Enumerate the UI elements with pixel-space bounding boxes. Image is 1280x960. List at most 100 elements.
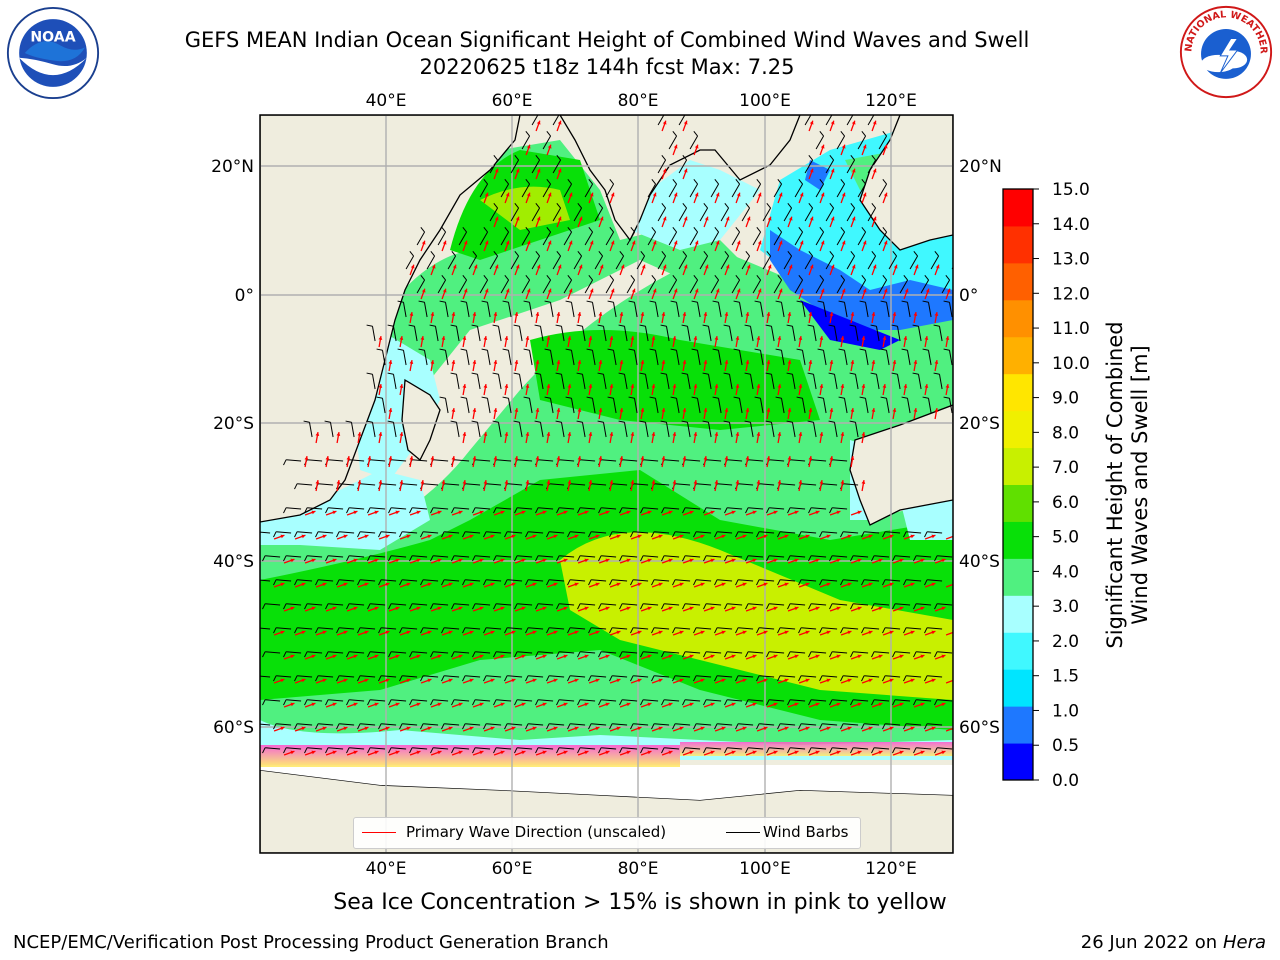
wave-arrow-head [640,408,645,412]
wind-barb-staff [444,350,449,366]
wave-arrow-head [290,654,295,659]
wind-barb-flag [882,675,886,682]
wave-arrow-head [829,312,834,316]
wind-barb-staff [444,302,449,318]
wind-barb-flag [702,324,709,327]
wind-barb-staff [465,302,470,318]
wind-barb-staff [825,207,835,222]
wind-barb-staff [769,603,785,606]
wave-arrow-head [609,432,614,436]
wind-barb-staff [423,302,428,318]
wind-barb-staff [654,483,670,486]
wind-barb-flag [283,651,287,658]
wind-barb-flag [651,531,655,538]
wind-barb-flag [765,372,772,375]
wind-barb-flag [598,651,602,658]
wind-barb-staff [738,531,754,534]
wave-arrow-head [479,606,484,611]
wind-barb-staff [643,603,659,606]
colorbar-tick-label: 4.0 [1052,562,1079,582]
wind-barb-staff [636,255,646,270]
wave-arrow-head [924,384,929,388]
wave-arrow-head [630,336,635,340]
wind-barb-flag [943,396,950,399]
wind-barb-flag [556,555,560,562]
wind-barb-staff [822,302,827,318]
wave-arrow-head [525,480,530,484]
wave-arrow-head [662,120,667,125]
wave-arrow-head [745,360,750,364]
wave-arrow-head [745,312,750,316]
wave-arrow-head [766,312,771,316]
wind-barb-staff [528,350,533,366]
wave-arrow-head [448,582,453,587]
wave-arrow-head [490,726,495,731]
wind-barb-flag [378,579,382,586]
wind-barb-staff [668,279,678,294]
wind-barb-flag [325,651,329,658]
wind-barb-staff [759,627,775,630]
wind-barb-staff [843,483,859,486]
wave-arrow-head [630,480,635,484]
wave-arrow-head [868,630,873,635]
wind-barb-staff [720,255,730,270]
wind-barb-flag [493,155,498,161]
wind-barb-flag [388,747,392,754]
wind-barb-staff [307,747,323,750]
wind-barb-staff [773,279,783,294]
wave-arrow-head [547,192,552,197]
wind-barb-staff [413,326,418,342]
wind-barb-staff [605,231,615,246]
wind-barb-flag [786,324,793,327]
wind-barb-flag [934,651,938,658]
wind-barb-flag [735,723,739,730]
wind-barb-staff [497,422,502,438]
wind-barb-flag [609,275,614,281]
wind-barb-staff [948,398,953,414]
wind-barb-staff [370,699,386,702]
wind-barb-flag [366,324,373,327]
wind-barb-flag [535,507,539,514]
wind-barb-flag [430,699,434,706]
wind-barb-staff [476,326,481,342]
wind-barb-flag [786,420,793,423]
wind-barb-flag [420,579,424,586]
wind-barb-flag [735,579,739,586]
wave-arrow-head [899,558,904,563]
wave-arrow-head [420,336,425,340]
wind-barb-staff [370,747,386,750]
wind-barb-staff [664,459,680,462]
wind-barb-staff [552,115,560,126]
wave-arrow-head [857,750,862,755]
wind-barb-staff [885,579,901,582]
wind-barb-flag [588,627,592,634]
wind-barb-staff [804,255,814,270]
wind-barb-staff [790,699,806,702]
wind-barb-flag [294,627,298,634]
wind-barb-staff [434,326,439,342]
wind-barb-staff [633,675,649,678]
wave-arrow-head [815,558,820,563]
wind-barb-staff [265,555,281,558]
wind-barb-staff [686,326,691,342]
wind-barb-flag [901,300,908,303]
wind-barb-staff [811,747,827,750]
wave-arrow-head [682,312,687,316]
wind-barb-flag [913,699,917,706]
noaa-logo-text: NOAA [30,30,75,46]
wave-arrow-head [521,654,526,659]
wave-arrow-head [378,480,383,484]
wind-barb-flag [483,179,488,185]
wind-barb-flag [618,372,625,375]
wave-arrow-head [882,384,887,388]
wind-barb-flag [787,651,791,658]
wind-barb-flag [588,275,593,281]
wind-barb-staff [906,302,911,318]
wave-arrow-head [851,216,856,221]
wave-arrow-head [652,240,657,245]
wind-barb-staff [349,747,365,750]
wind-barb-staff [906,398,911,414]
wind-barb-staff [875,374,880,390]
wind-barb-staff [584,231,594,246]
wave-arrow-head [311,606,316,611]
